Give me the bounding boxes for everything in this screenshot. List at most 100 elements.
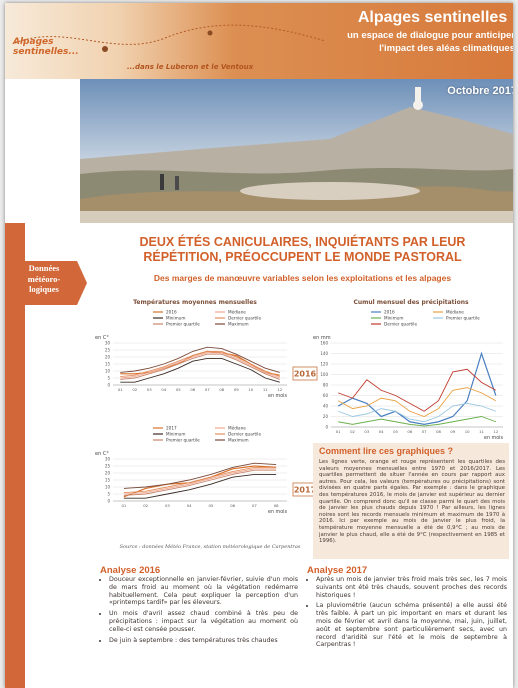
x-axis-label: en mois bbox=[484, 435, 503, 441]
y-tick-label: 0 bbox=[325, 425, 328, 430]
legend-label: Médiane bbox=[228, 426, 246, 431]
x-tick-label: 10 bbox=[248, 387, 253, 392]
legend-label: 2016 bbox=[384, 310, 395, 315]
legend-label: Premier quartile bbox=[446, 316, 480, 321]
x-tick-label: 11 bbox=[263, 387, 268, 392]
analysis-bullet: Après un mois de janvier très froid mais… bbox=[316, 576, 507, 599]
x-tick-label: 01 bbox=[336, 429, 341, 434]
source-note: Source : données Météo France, station m… bbox=[105, 544, 315, 550]
shepherd bbox=[175, 176, 179, 190]
x-tick-label: 06 bbox=[407, 429, 412, 434]
legend-label: Médiane bbox=[228, 310, 246, 315]
legend-label: Dernier quartile bbox=[228, 316, 261, 321]
x-tick-label: 03 bbox=[165, 503, 170, 508]
tab-line: logiques bbox=[9, 284, 79, 295]
issue-date: Octobre 2017 bbox=[447, 85, 513, 97]
legend-label: Minimum bbox=[384, 316, 403, 321]
chart-title: Cumul mensuel des précipitations bbox=[313, 299, 509, 306]
x-tick-label: 12 bbox=[277, 387, 282, 392]
y-tick-label: 5 bbox=[107, 376, 110, 381]
analysis-title: Analyse 2017 bbox=[307, 565, 507, 576]
tagline: ...dans le Luberon et le Ventoux bbox=[127, 63, 253, 71]
section-tab-text: Données météoro- logiques bbox=[9, 263, 79, 295]
y-tick-label: 20 bbox=[105, 471, 111, 476]
legend-label: 2017 bbox=[166, 426, 177, 431]
chart-title: Températures moyennes mensuelles bbox=[95, 299, 295, 306]
y-tick-label: 100 bbox=[320, 372, 328, 377]
y-tick-label: 25 bbox=[105, 348, 111, 353]
header-subtitle: un espace de dialogue pour anticiper bbox=[347, 30, 513, 41]
shepherd bbox=[160, 174, 164, 190]
fade bbox=[80, 211, 513, 223]
x-tick-label: 06 bbox=[190, 387, 195, 392]
legend-label: Minimum bbox=[166, 316, 185, 321]
chart: 2016 Médiane Minimum Dernier quartile Premie… bbox=[93, 307, 321, 399]
tab-line: Données bbox=[9, 263, 79, 274]
x-tick-label: 01 bbox=[121, 503, 126, 508]
x-tick-label: 06 bbox=[230, 503, 235, 508]
legend-label: 2016 bbox=[166, 310, 177, 315]
headline: DEUX ÉTÉS CANICULAIRES, INQUIÉTANTS PAR … bbox=[100, 235, 505, 265]
x-tick-label: 02 bbox=[132, 387, 137, 392]
series-line bbox=[124, 469, 276, 494]
y-tick-label: 30 bbox=[105, 457, 111, 462]
series-line bbox=[338, 417, 496, 426]
legend-label: Maximum bbox=[228, 322, 249, 327]
y-tick-label: 120 bbox=[320, 362, 328, 367]
y-tick-label: 15 bbox=[105, 478, 111, 483]
series-line bbox=[124, 474, 276, 498]
x-tick-label: 04 bbox=[379, 429, 384, 434]
x-tick-label: 10 bbox=[465, 429, 470, 434]
page: Alpages sentinelles... ...dans le Lubero… bbox=[5, 3, 513, 688]
x-tick-label: 04 bbox=[161, 387, 166, 392]
y-tick-label: 60 bbox=[323, 393, 329, 398]
x-tick-label: 08 bbox=[274, 503, 279, 508]
y-tick-label: 80 bbox=[323, 383, 329, 388]
analysis-bullet: Un mois d'avril assez chaud combiné à tr… bbox=[109, 610, 298, 633]
analysis-bullet: Douceur exceptionnelle en janvier-févrie… bbox=[109, 576, 298, 607]
header-band: Alpages sentinelles... ...dans le Lubero… bbox=[5, 3, 513, 79]
analysis-bullet: De juin à septembre : des températures t… bbox=[109, 637, 298, 645]
x-tick-label: 04 bbox=[187, 503, 192, 508]
legend-label: Premier quartile bbox=[166, 322, 200, 327]
legend-label: Minimum bbox=[166, 432, 185, 437]
subheadline: Des marges de manœuvre variables selon l… bbox=[100, 273, 505, 283]
x-tick-label: 12 bbox=[493, 429, 498, 434]
y-tick-label: 15 bbox=[105, 362, 111, 367]
x-tick-label: 07 bbox=[205, 387, 210, 392]
x-tick-label: 08 bbox=[436, 429, 441, 434]
series-line bbox=[124, 470, 276, 495]
legend-label: Premier quartile bbox=[166, 438, 200, 443]
x-tick-label: 05 bbox=[208, 503, 213, 508]
y-tick-label: 160 bbox=[320, 341, 328, 346]
legend-label: Maximum bbox=[228, 438, 249, 443]
y-tick-label: 25 bbox=[105, 464, 111, 469]
x-tick-label: 05 bbox=[393, 429, 398, 434]
x-tick-label: 11 bbox=[479, 429, 484, 434]
y-tick-label: 10 bbox=[105, 485, 111, 490]
chart: 2016MédianeMinimumPremier quartileDernie… bbox=[311, 307, 511, 441]
flock bbox=[240, 182, 420, 200]
tab-line: météoro- bbox=[9, 274, 79, 285]
howto-title: Comment lire ces graphiques ? bbox=[319, 446, 453, 456]
series-line bbox=[338, 369, 496, 411]
analysis-list: Douceur exceptionnelle en janvier-févrie… bbox=[100, 576, 298, 644]
analysis-column: Analyse 2016 Douceur exceptionnelle en j… bbox=[100, 565, 298, 647]
trail-icon bbox=[208, 31, 213, 36]
series-line bbox=[120, 358, 280, 382]
logo-line: sentinelles... bbox=[13, 47, 79, 57]
trail-icon bbox=[102, 46, 108, 52]
analysis-title: Analyse 2016 bbox=[100, 565, 298, 576]
page-body: { "header": { "logo": ["Alpages", "senti… bbox=[0, 0, 518, 688]
y-tick-label: 30 bbox=[105, 341, 111, 346]
x-tick-label: 08 bbox=[219, 387, 224, 392]
y-tick-label: 0 bbox=[107, 383, 110, 388]
logo: Alpages sentinelles... bbox=[13, 37, 79, 57]
header-subtitle: l'impact des aléas climatiques bbox=[379, 43, 513, 54]
y-tick-label: 140 bbox=[320, 351, 328, 356]
analysis-column: Analyse 2017 Après un mois de janvier tr… bbox=[307, 565, 507, 652]
y-tick-label: 40 bbox=[323, 404, 329, 409]
x-axis-label: en mois bbox=[268, 393, 287, 399]
analysis-list: Après un mois de janvier très froid mais… bbox=[307, 576, 507, 649]
